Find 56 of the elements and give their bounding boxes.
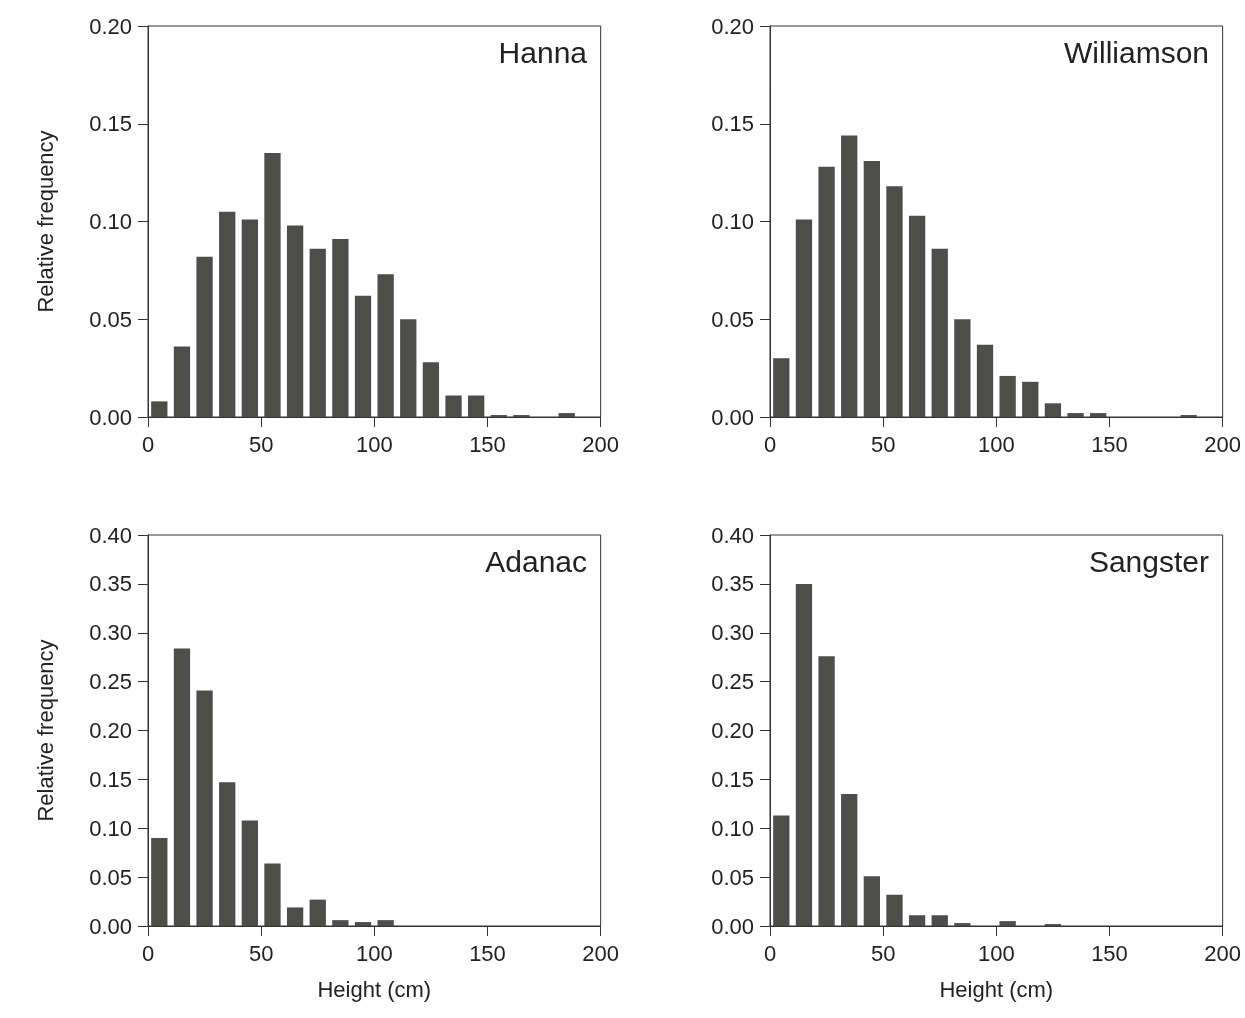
x-tick-label: 150 [1091, 431, 1128, 457]
y-tick-label: 0.05 [89, 306, 132, 332]
x-tick-label: 200 [1204, 940, 1242, 966]
y-tick-label: 0.25 [89, 669, 132, 695]
x-tick-label: 100 [355, 940, 393, 966]
y-tick-label: 0.10 [89, 209, 132, 234]
x-tick-label: 100 [355, 431, 393, 457]
x-tick-label: 50 [248, 940, 274, 966]
chart-title: Williamson [1063, 35, 1210, 69]
y-tick-label: 0.00 [89, 913, 132, 939]
y-tick-label: 0.15 [711, 111, 754, 137]
x-tick-label: 50 [870, 431, 896, 457]
y-tick-label: 0.15 [89, 111, 132, 137]
y-tick-label: 0.20 [711, 13, 754, 39]
x-tick-label: 200 [582, 431, 620, 457]
x-tick-label: 50 [248, 431, 274, 457]
y-axis-title: Relative frequency [32, 639, 58, 822]
y-tick-label: 0.10 [711, 815, 754, 841]
x-tick-label: 150 [469, 940, 506, 966]
x-tick-label: 0 [141, 940, 155, 966]
y-tick-label: 0.10 [89, 815, 132, 841]
y-tick-label: 0.25 [711, 669, 754, 695]
chart-title: Hanna [498, 35, 588, 69]
x-tick-label: 150 [1091, 940, 1128, 966]
y-tick-label: 0.05 [711, 864, 754, 890]
y-tick-label: 0.05 [711, 306, 754, 332]
y-axis-title: Relative frequency [32, 130, 58, 313]
y-tick-label: 0.20 [89, 718, 132, 743]
y-tick-label: 0.15 [711, 766, 754, 792]
x-axis-title: Height (cm) [317, 976, 432, 1002]
x-tick-label: 0 [141, 431, 155, 457]
x-tick-label: 100 [977, 940, 1015, 966]
y-tick-label: 0.35 [711, 571, 754, 597]
y-tick-label: 0.05 [89, 864, 132, 890]
y-tick-label: 0.00 [711, 913, 754, 939]
x-tick-label: 0 [763, 940, 777, 966]
y-tick-label: 0.30 [89, 620, 132, 646]
x-tick-label: 200 [582, 940, 620, 966]
y-tick-label: 0.30 [711, 620, 754, 646]
x-tick-label: 0 [763, 431, 777, 457]
y-tick-label: 0.00 [711, 404, 754, 430]
y-tick-label: 0.40 [89, 522, 132, 548]
y-tick-label: 0.00 [89, 404, 132, 430]
x-tick-label: 150 [469, 431, 506, 457]
x-tick-label: 200 [1204, 431, 1242, 457]
x-tick-label: 100 [977, 431, 1015, 457]
y-tick-label: 0.20 [89, 13, 132, 39]
y-tick-label: 0.40 [711, 522, 754, 548]
chart-title: Adanac [485, 544, 587, 578]
x-tick-label: 50 [870, 940, 896, 966]
y-tick-label: 0.10 [711, 209, 754, 234]
x-axis-title: Height (cm) [939, 976, 1054, 1002]
y-tick-label: 0.20 [711, 718, 754, 743]
y-tick-label: 0.15 [89, 766, 132, 792]
chart-title: Sangster [1088, 544, 1210, 578]
y-tick-label: 0.35 [89, 571, 132, 597]
